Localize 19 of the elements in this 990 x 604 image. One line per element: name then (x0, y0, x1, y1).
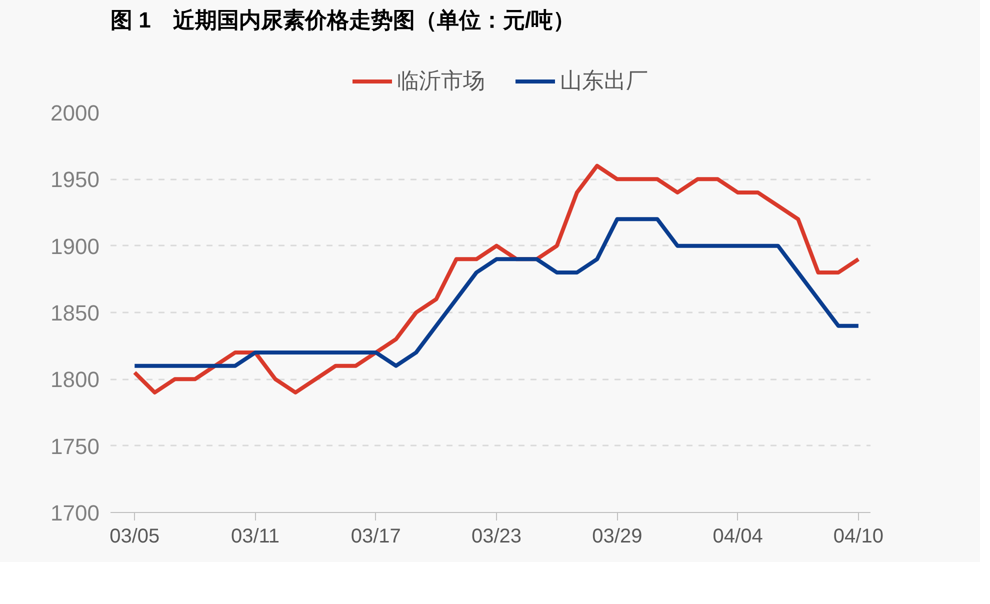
x-tick-label: 03/11 (230, 526, 280, 548)
y-tick-label: 1900 (50, 234, 100, 259)
x-tick-label: 03/23 (472, 526, 522, 548)
y-tick-label: 1750 (50, 434, 100, 459)
y-tick-label: 1850 (50, 300, 100, 326)
line-series (132, 217, 860, 368)
x-tick-label: 03/29 (592, 526, 642, 548)
legend-label: 临沂市场 (397, 67, 485, 95)
y-tick-label: 1950 (50, 167, 100, 192)
x-tick-label: 03/17 (350, 526, 401, 548)
y-tick-label: 2000 (50, 100, 100, 126)
y-tick-label: 1800 (50, 367, 100, 392)
x-tick-label: 04/04 (712, 526, 763, 548)
chart-title: 图 1 近期国内尿素价格走势图（单位：元/吨） (110, 8, 575, 32)
y-tick-label: 1700 (50, 500, 100, 526)
x-tick-label: 04/10 (833, 526, 884, 548)
line-series (132, 164, 860, 394)
x-tick-label: 03/05 (110, 526, 160, 548)
legend-label: 山东出厂 (560, 67, 648, 95)
